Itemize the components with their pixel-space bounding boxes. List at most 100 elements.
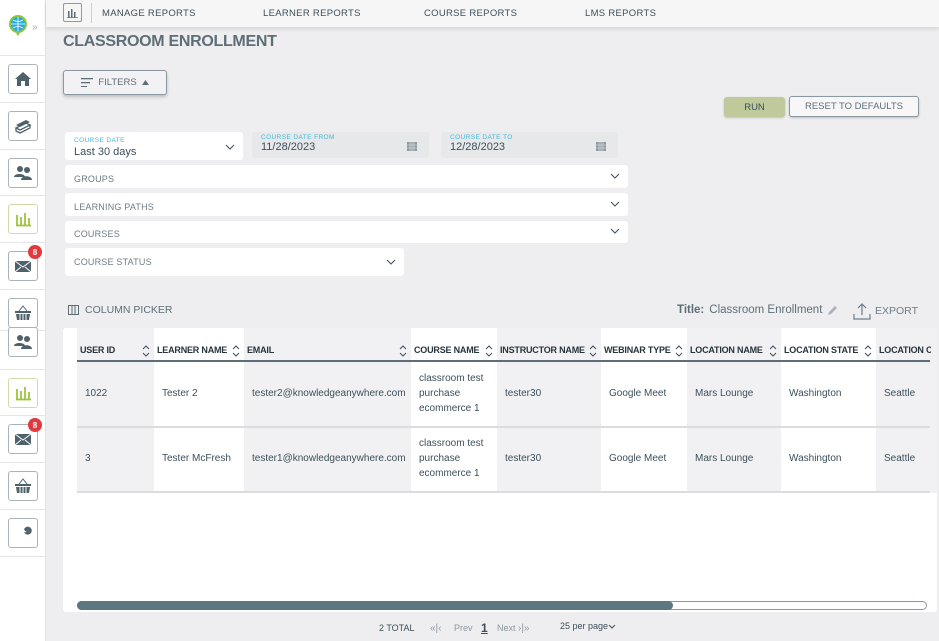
first-page-button[interactable]: «|‹ xyxy=(430,623,442,634)
sidebar-icon-box xyxy=(8,518,38,548)
column-header[interactable]: LOCATION STATE xyxy=(784,345,859,355)
sidebar: » 8 8 xyxy=(0,0,46,641)
table-column xyxy=(687,328,781,493)
learning-paths-select[interactable]: LEARNING PATHS xyxy=(65,193,628,216)
date-to-value: 12/28/2023 xyxy=(450,141,506,153)
table-column xyxy=(77,328,154,493)
scrollbar-thumb[interactable] xyxy=(77,601,673,610)
sidebar-item-home[interactable] xyxy=(0,55,46,101)
sort-icon[interactable] xyxy=(142,344,150,358)
prev-page-button[interactable]: Prev xyxy=(454,623,473,633)
course-date-to-field[interactable]: COURSE DATE TO 12/28/2023 xyxy=(441,132,618,158)
row-divider xyxy=(77,426,930,428)
users-icon xyxy=(14,335,32,349)
next-page-button[interactable]: Next xyxy=(497,623,516,633)
column-header[interactable]: USER ID xyxy=(80,345,116,355)
calendar-icon[interactable] xyxy=(596,141,606,151)
table-cell: 3 xyxy=(85,453,91,464)
course-date-select[interactable]: COURSE DATE Last 30 days xyxy=(65,132,243,160)
sort-icon[interactable] xyxy=(589,344,597,358)
export-button[interactable]: EXPORT xyxy=(853,302,918,320)
reports-icon[interactable] xyxy=(63,3,82,22)
courses-select[interactable]: COURSES xyxy=(65,221,628,243)
column-header[interactable]: COURSE NAME xyxy=(414,345,480,355)
chevron-down-icon xyxy=(610,201,620,207)
notification-badge: 8 xyxy=(28,245,42,259)
per-page-select[interactable]: 25 per page xyxy=(560,621,609,631)
calendar-icon[interactable] xyxy=(407,141,417,151)
column-header[interactable]: LEARNER NAME xyxy=(157,345,228,355)
sidebar-item-basket[interactable] xyxy=(0,289,46,335)
column-header[interactable]: INSTRUCTOR NAME xyxy=(500,345,585,355)
wrench-icon xyxy=(16,526,32,540)
bar-chart-icon xyxy=(16,387,31,401)
mail-icon xyxy=(14,260,32,273)
table-cell: purchase xyxy=(419,453,461,464)
sort-icon[interactable] xyxy=(864,344,872,358)
current-page[interactable]: 1 xyxy=(481,621,488,635)
groups-select[interactable]: GROUPS xyxy=(65,165,628,188)
sidebar-item-bar-chart[interactable] xyxy=(0,369,46,415)
upload-icon xyxy=(853,303,871,320)
date-to-label: COURSE DATE TO xyxy=(450,134,513,141)
reset-to-defaults-button[interactable]: RESET TO DEFAULTS xyxy=(789,96,919,117)
report-table: USER ID LEARNER NAME EMAIL COURSE NAME INSTR… xyxy=(63,328,937,612)
home-icon xyxy=(15,72,31,86)
title-label: Title: xyxy=(677,304,705,316)
basket-icon xyxy=(15,478,31,493)
pencil-icon[interactable] xyxy=(827,305,838,316)
basket-icon xyxy=(15,305,31,320)
table-cell: Seattle xyxy=(884,453,916,464)
expand-sidebar-icon[interactable]: » xyxy=(32,22,38,33)
table-cell: tester1@knowledgeanywhere.com xyxy=(252,453,406,464)
table-cell: 1022 xyxy=(85,388,108,399)
column-header[interactable]: LOCATION NAME xyxy=(690,345,763,355)
sidebar-item-basket[interactable] xyxy=(0,462,46,508)
last-page-button[interactable]: ›|» xyxy=(518,623,530,634)
chevron-down-icon xyxy=(610,228,620,234)
chevron-down-icon[interactable] xyxy=(608,624,616,630)
globe-logo-icon xyxy=(9,15,27,36)
table-column xyxy=(876,328,937,493)
filters-button[interactable]: FILTERS xyxy=(63,70,167,95)
table-cell: classroom test xyxy=(419,438,484,449)
course-status-select[interactable]: COURSE STATUS xyxy=(65,248,404,276)
table-cell: ecommerce 1 xyxy=(419,403,480,414)
sort-icon[interactable] xyxy=(675,344,683,358)
sort-icon[interactable] xyxy=(485,344,493,358)
run-button[interactable]: RUN xyxy=(724,97,785,117)
column-picker-label: COLUMN PICKER xyxy=(85,304,173,316)
column-header[interactable]: WEBINAR TYPE xyxy=(604,345,671,355)
sidebar-icon-box xyxy=(8,111,38,141)
books-icon xyxy=(14,120,32,134)
nav-lms-reports[interactable]: LMS REPORTS xyxy=(585,8,657,19)
sidebar-item-books[interactable] xyxy=(0,102,46,148)
sidebar-icon-box xyxy=(8,158,38,188)
column-header[interactable]: LOCATION CITY xyxy=(879,345,931,355)
column-picker-button[interactable]: COLUMN PICKER xyxy=(68,304,173,316)
course-status-label: COURSE STATUS xyxy=(74,257,152,267)
sidebar-icon-box xyxy=(8,327,38,357)
nav-course-reports[interactable]: COURSE REPORTS xyxy=(424,8,518,19)
title-value: Classroom Enrollment xyxy=(709,304,823,316)
total-count: 2 TOTAL xyxy=(379,623,415,633)
course-date-from-field[interactable]: COURSE DATE FROM 11/28/2023 xyxy=(252,132,429,158)
sort-icon[interactable] xyxy=(232,344,240,358)
nav-learner-reports[interactable]: LEARNER REPORTS xyxy=(263,8,361,19)
column-header[interactable]: EMAIL xyxy=(247,345,274,355)
sidebar-icon-box xyxy=(8,64,38,94)
sidebar-item-users[interactable] xyxy=(0,149,46,195)
nav-manage-reports[interactable]: MANAGE REPORTS xyxy=(102,8,196,19)
sidebar-item-mail[interactable]: 8 xyxy=(0,242,46,288)
table-cell: Mars Lounge xyxy=(695,453,754,464)
chevron-down-icon xyxy=(610,173,620,179)
sidebar-item-wrench[interactable] xyxy=(0,509,46,555)
caret-up-icon xyxy=(141,80,149,85)
sidebar-item-bar-chart[interactable] xyxy=(0,195,46,241)
divider xyxy=(0,556,46,602)
sort-icon[interactable] xyxy=(399,344,407,358)
page-title: CLASSROOM ENROLLMENT xyxy=(63,33,277,50)
sort-icon[interactable] xyxy=(769,344,777,358)
sidebar-item-users[interactable] xyxy=(0,327,46,376)
sidebar-item-mail[interactable]: 8 xyxy=(0,415,46,461)
